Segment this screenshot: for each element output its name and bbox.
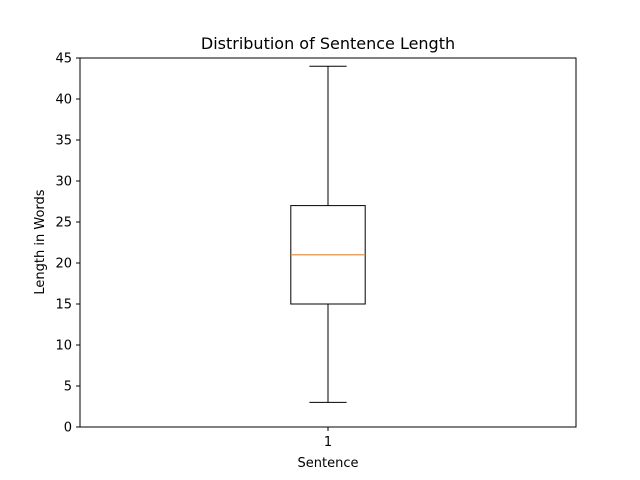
plot-area	[290, 65, 366, 403]
y-tick-label: 10	[55, 339, 72, 354]
y-tick-label: 45	[55, 52, 72, 67]
x-axis: 1	[324, 427, 332, 450]
y-axis: 0 5 10 15 20 25 30 35 40 45	[55, 52, 80, 436]
x-axis-label: Sentence	[298, 456, 359, 471]
y-tick-label: 25	[55, 216, 72, 231]
y-axis-label: Length in Words	[33, 189, 48, 294]
y-tick-label: 5	[64, 380, 72, 395]
chart-title: Distribution of Sentence Length	[201, 34, 455, 53]
y-tick-label: 0	[64, 421, 72, 436]
y-tick-label: 40	[55, 93, 72, 108]
y-tick-label: 30	[55, 175, 72, 190]
y-tick-label: 35	[55, 134, 72, 149]
plot-frame	[79, 57, 577, 428]
x-tick-label: 1	[324, 435, 332, 450]
y-tick-label: 20	[55, 257, 72, 272]
y-tick-label: 15	[55, 298, 72, 313]
